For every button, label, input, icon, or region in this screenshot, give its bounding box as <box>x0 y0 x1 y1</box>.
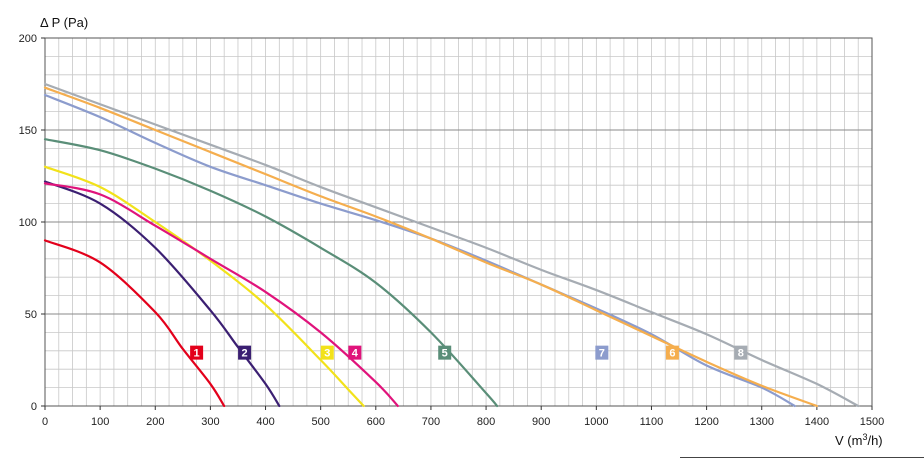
y-tick-label: 0 <box>31 401 37 413</box>
curve-badge-label: 8 <box>738 348 744 360</box>
x-tick-label: 0 <box>42 416 48 428</box>
x-tick-label: 1000 <box>584 416 608 428</box>
x-tick-label: 900 <box>532 416 550 428</box>
fan-curves <box>43 82 860 408</box>
x-tick-label: 400 <box>256 416 274 428</box>
curve-badges: 1 2 3 4 5 7 6 8 <box>190 345 748 360</box>
curve-1 <box>43 239 226 408</box>
y-tick-label: 150 <box>19 125 37 137</box>
curve-badge-label: 4 <box>352 348 359 360</box>
curve-5 <box>43 138 499 408</box>
curve-badge-5 <box>438 345 452 360</box>
y-tick-label: 50 <box>25 309 37 321</box>
x-tick-label: 1500 <box>860 416 884 428</box>
x-tick-label: 600 <box>367 416 385 428</box>
bottom-rule <box>680 457 924 458</box>
curve-badge-label: 2 <box>242 348 248 360</box>
curve-badge-label: 5 <box>442 348 448 360</box>
curve-badge-2 <box>238 345 252 360</box>
curve-3 <box>43 165 365 408</box>
x-tick-label: 800 <box>477 416 495 428</box>
curve-badge-3 <box>320 345 334 360</box>
x-axis-ticks: 0 100 200 300 400 500 600 700 800 900 1000 1100 1200… <box>42 406 884 428</box>
x-tick-label: 700 <box>422 416 440 428</box>
curve-badge-4 <box>348 345 362 360</box>
curve-6 <box>43 86 818 408</box>
curve-badge-label: 3 <box>324 348 330 360</box>
curve-badge-6 <box>665 345 679 360</box>
x-tick-label: 1200 <box>694 416 718 428</box>
curve-4 <box>43 182 399 408</box>
x-tick-label: 100 <box>91 416 109 428</box>
y-axis-ticks: 0 50 100 150 200 <box>19 33 45 413</box>
x-tick-label: 200 <box>146 416 164 428</box>
curve-badge-label: 7 <box>599 348 605 360</box>
x-tick-label: 300 <box>201 416 219 428</box>
y-tick-label: 100 <box>19 217 37 229</box>
curve-8 <box>43 82 860 408</box>
x-axis-label: V (m3/h) <box>835 432 883 448</box>
x-tick-label: 1300 <box>749 416 773 428</box>
x-tick-label: 500 <box>311 416 329 428</box>
y-axis-label: Δ P (Pa) <box>40 15 88 30</box>
curve-badge-label: 1 <box>194 348 200 360</box>
y-tick-label: 200 <box>19 33 37 45</box>
curve-badge-8 <box>734 345 748 360</box>
x-tick-label: 1100 <box>640 416 664 428</box>
curve-badge-1 <box>190 345 204 360</box>
x-tick-label: 1400 <box>805 416 829 428</box>
curve-badge-7 <box>595 345 609 360</box>
curve-badge-label: 6 <box>669 348 675 360</box>
curve-2 <box>43 180 281 408</box>
